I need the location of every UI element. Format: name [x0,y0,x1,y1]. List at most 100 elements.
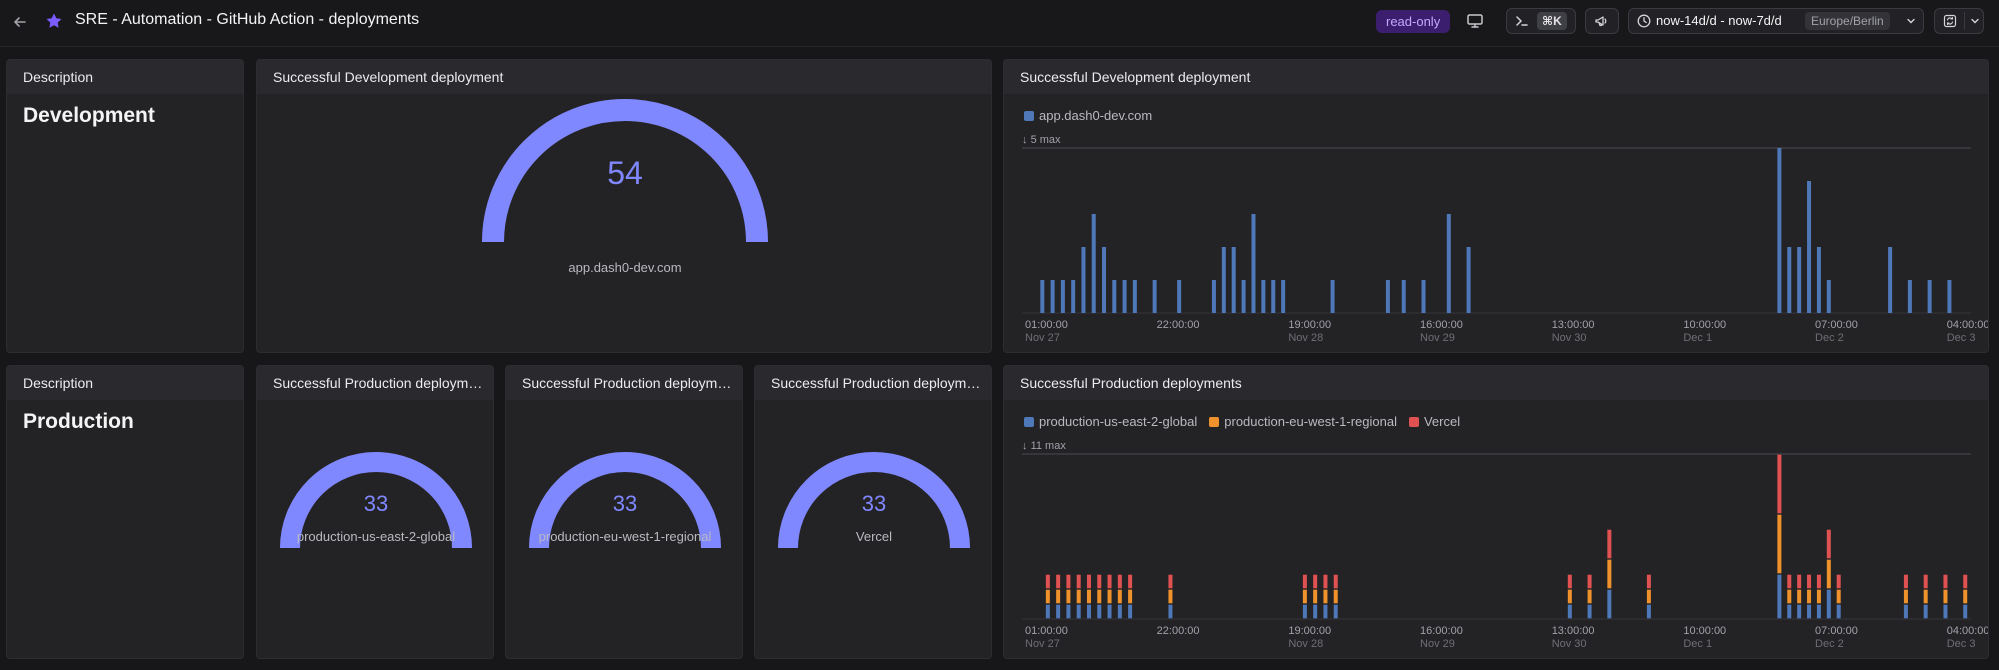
bar-segment[interactable] [1816,589,1821,604]
bar-segment[interactable] [1128,589,1133,604]
bar-segment[interactable] [1777,574,1782,619]
bar-segment[interactable] [1302,574,1307,589]
bar[interactable] [1177,280,1182,313]
bar-segment[interactable] [1963,574,1968,589]
bar[interactable] [1102,247,1107,313]
bar-segment[interactable] [1807,574,1812,589]
bar-segment[interactable] [1107,589,1112,604]
bar-segment[interactable] [1587,604,1592,619]
legend-item[interactable]: production-us-east-2-global [1024,414,1197,429]
time-range-picker[interactable]: now-14d/d - now-7d/d Europe/Berlin [1628,8,1924,34]
bar[interactable] [1907,280,1912,313]
bar-segment[interactable] [1943,589,1948,604]
bar[interactable] [1071,280,1076,313]
bar-segment[interactable] [1816,574,1821,589]
bar-segment[interactable] [1797,604,1802,619]
bar-segment[interactable] [1076,589,1081,604]
bar-segment[interactable] [1567,574,1572,589]
bar[interactable] [1050,280,1055,313]
bar-segment[interactable] [1066,604,1071,619]
bar-segment[interactable] [1097,589,1102,604]
bar[interactable] [1081,247,1086,313]
bar-segment[interactable] [1333,574,1338,589]
bar-segment[interactable] [1117,604,1122,619]
bar-segment[interactable] [1836,574,1841,589]
bar[interactable] [1421,280,1426,313]
bar-segment[interactable] [1777,514,1782,574]
legend-item[interactable]: production-eu-west-1-regional [1209,414,1397,429]
bar[interactable] [1888,247,1893,313]
bar-segment[interactable] [1323,574,1328,589]
bar-segment[interactable] [1607,529,1612,559]
bar[interactable] [1385,280,1390,313]
bar-segment[interactable] [1056,589,1061,604]
bar-segment[interactable] [1943,604,1948,619]
bar-segment[interactable] [1963,604,1968,619]
bar-segment[interactable] [1168,574,1173,589]
bar-segment[interactable] [1777,454,1782,514]
bar-segment[interactable] [1607,559,1612,589]
bar-segment[interactable] [1567,604,1572,619]
bar-segment[interactable] [1807,589,1812,604]
bar-segment[interactable] [1323,604,1328,619]
bar[interactable] [1330,280,1335,313]
bar[interactable] [1241,280,1246,313]
bar-segment[interactable] [1826,559,1831,589]
command-palette-button[interactable]: ⌘K [1506,8,1576,34]
bar-segment[interactable] [1903,574,1908,589]
bar-segment[interactable] [1836,589,1841,604]
bar-segment[interactable] [1076,604,1081,619]
bar-segment[interactable] [1903,589,1908,604]
bar-segment[interactable] [1097,604,1102,619]
bar-segment[interactable] [1323,589,1328,604]
bar[interactable] [1787,247,1792,313]
bar[interactable] [1112,280,1117,313]
bar-segment[interactable] [1045,604,1050,619]
bar-segment[interactable] [1107,574,1112,589]
bar-segment[interactable] [1066,589,1071,604]
bar[interactable] [1091,214,1096,313]
bar-segment[interactable] [1076,574,1081,589]
bar[interactable] [1281,280,1286,313]
bar[interactable] [1446,214,1451,313]
announcements-button[interactable] [1585,8,1619,34]
refresh-button[interactable] [1934,8,1984,34]
legend-item[interactable]: app.dash0-dev.com [1024,108,1152,123]
bar-segment[interactable] [1045,574,1050,589]
bar[interactable] [1927,280,1932,313]
bar-segment[interactable] [1826,529,1831,559]
bar[interactable] [1261,280,1266,313]
bar-segment[interactable] [1787,589,1792,604]
bar[interactable] [1826,280,1831,313]
bar-segment[interactable] [1097,574,1102,589]
bar-segment[interactable] [1128,604,1133,619]
presentation-mode-icon[interactable] [1465,11,1485,31]
bar[interactable] [1122,280,1127,313]
bar[interactable] [1777,148,1782,313]
bar-segment[interactable] [1117,589,1122,604]
bar[interactable] [1947,280,1952,313]
bar-segment[interactable] [1302,589,1307,604]
bar-segment[interactable] [1646,604,1651,619]
bar-segment[interactable] [1086,604,1091,619]
bar-segment[interactable] [1923,589,1928,604]
bar-segment[interactable] [1302,604,1307,619]
bar-segment[interactable] [1107,604,1112,619]
bar-segment[interactable] [1607,589,1612,619]
bar-segment[interactable] [1787,574,1792,589]
bar-segment[interactable] [1333,604,1338,619]
bar-segment[interactable] [1313,604,1318,619]
bar-segment[interactable] [1313,589,1318,604]
bar-segment[interactable] [1943,574,1948,589]
bar-segment[interactable] [1816,604,1821,619]
bar-segment[interactable] [1333,589,1338,604]
bar-segment[interactable] [1923,574,1928,589]
bar-segment[interactable] [1117,574,1122,589]
bar-segment[interactable] [1923,604,1928,619]
bar-segment[interactable] [1313,574,1318,589]
bar-segment[interactable] [1066,574,1071,589]
bar-segment[interactable] [1086,574,1091,589]
bar[interactable] [1211,280,1216,313]
bar-segment[interactable] [1587,574,1592,589]
favorite-star-icon[interactable] [44,11,64,31]
